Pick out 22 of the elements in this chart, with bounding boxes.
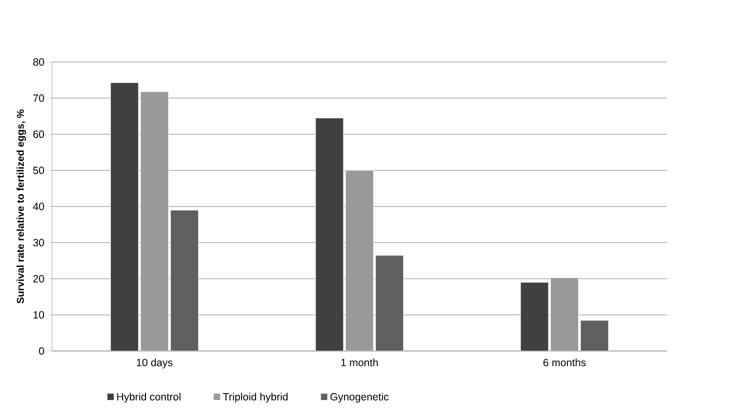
bar <box>345 170 374 351</box>
y-tick-label: 80 <box>33 58 44 66</box>
bar <box>550 277 579 351</box>
bar <box>520 282 549 351</box>
x-tick-label: 1 month <box>341 358 378 366</box>
y-tick-label: 20 <box>33 275 44 282</box>
legend-label: Gynogenetic <box>330 392 389 403</box>
bar <box>110 82 139 351</box>
y-tick-label: 30 <box>33 238 44 246</box>
y-tick-label: 60 <box>33 130 44 138</box>
y-tick-label: 40 <box>33 202 44 210</box>
x-tick-label: 10 days <box>136 358 172 368</box>
y-tick-label: 70 <box>33 94 44 102</box>
y-tick-label: 0 <box>39 347 44 355</box>
legend-label: Triploid hybrid <box>222 392 288 403</box>
y-axis-title: Survival rate relative to fertilized eggs, % <box>16 110 26 304</box>
bar <box>140 91 169 351</box>
y-tick-label: 50 <box>33 166 44 174</box>
legend-label: Hybrid control <box>117 392 180 403</box>
y-tick-label: 10 <box>34 311 44 319</box>
bar <box>315 118 344 351</box>
x-tick-label: 6 months <box>543 358 586 366</box>
